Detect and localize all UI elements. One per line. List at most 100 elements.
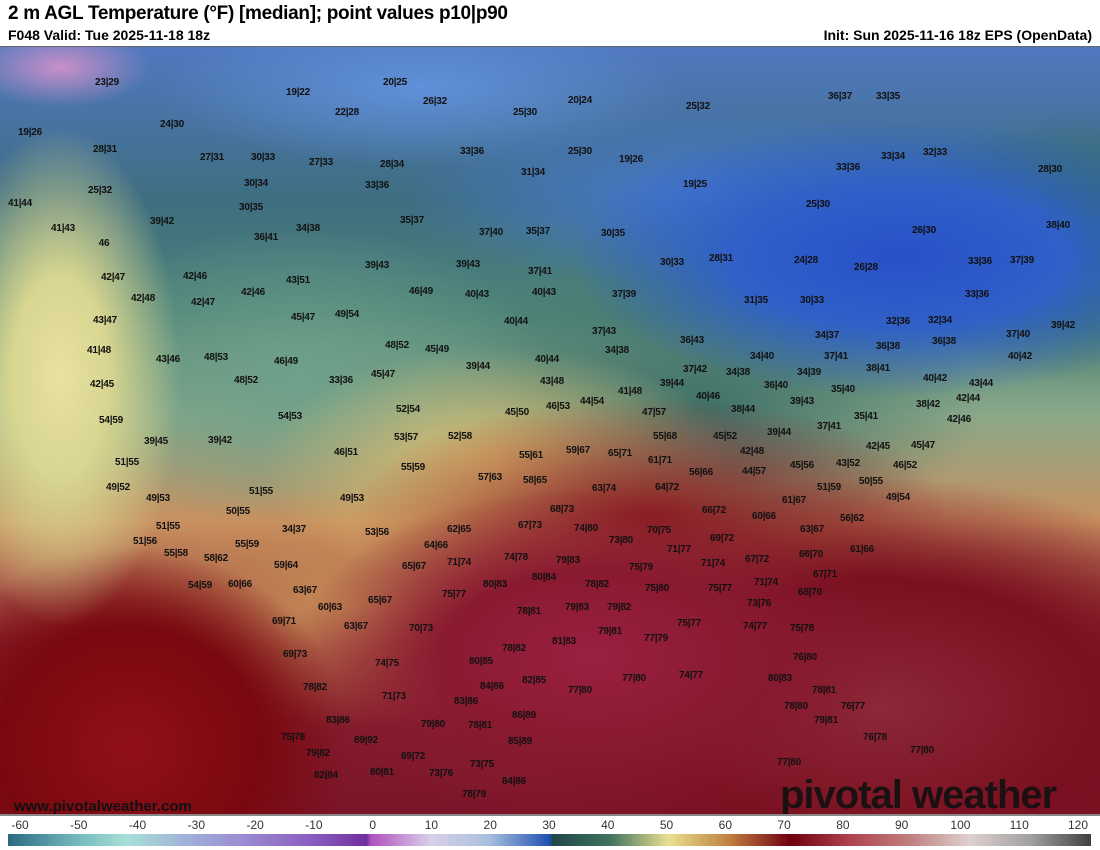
point-value-label: 39|43 <box>789 396 815 407</box>
point-value-label: 39|45 <box>143 436 169 447</box>
point-value-label: 62|65 <box>446 524 472 535</box>
point-value-label: 42|48 <box>130 293 156 304</box>
point-value-label: 35|37 <box>525 226 551 237</box>
point-value-label: 45|52 <box>712 431 738 442</box>
colorbar-tick-label: 30 <box>542 818 556 832</box>
point-value-label: 34|37 <box>814 330 840 341</box>
point-value-label: 37|39 <box>1009 255 1035 266</box>
point-value-label: 40|44 <box>534 354 560 365</box>
point-value-label: 33|36 <box>964 289 990 300</box>
point-value-label: 79|81 <box>597 626 623 637</box>
point-value-label: 48|53 <box>203 352 229 363</box>
point-value-label: 63|67 <box>343 621 369 632</box>
point-value-label: 43|48 <box>539 376 565 387</box>
point-value-label: 69|72 <box>709 533 735 544</box>
point-value-label: 25|30 <box>512 107 538 118</box>
point-value-label: 30|33 <box>799 295 825 306</box>
point-value-label: 51|55 <box>248 486 274 497</box>
colorbar-tick-label: -10 <box>305 818 323 832</box>
colorbar-tick-label: 20 <box>483 818 497 832</box>
colorbar-tick-label: 60 <box>718 818 733 832</box>
point-value-label: 33|36 <box>364 180 390 191</box>
point-value-label: 40|43 <box>464 289 490 300</box>
point-value-label: 25|30 <box>567 146 593 157</box>
point-value-label: 66|72 <box>701 505 727 516</box>
point-value-label: 79|82 <box>606 602 632 613</box>
colorbar-tick-label: 80 <box>836 818 850 832</box>
point-value-label: 22|28 <box>334 107 360 118</box>
temperature-colorbar <box>8 834 1091 846</box>
point-value-label: 73|76 <box>746 598 772 609</box>
point-value-label: 40|46 <box>695 391 721 402</box>
point-value-label: 39|43 <box>455 259 481 270</box>
point-value-label: 37|40 <box>478 227 504 238</box>
colorbar-tick-label: -50 <box>70 818 88 832</box>
point-value-label: 33|36 <box>835 162 861 173</box>
point-value-label: 30|33 <box>659 257 685 268</box>
point-value-label: 70|73 <box>408 623 434 634</box>
colorbar-ticks: -60 -50 -40 -30 -20 -10 0 10 20 30 40 50 60 70 80 90 100… <box>0 818 1100 832</box>
point-value-label: 75|80 <box>644 583 670 594</box>
point-value-label: 75|79 <box>628 562 654 573</box>
point-value-label: 83|86 <box>325 715 351 726</box>
point-value-label: 55|59 <box>234 539 260 550</box>
point-value-label: 49|54 <box>334 309 360 320</box>
point-value-label: 80|83 <box>767 673 793 684</box>
colorbar-tick-label: -60 <box>11 818 29 832</box>
point-value-label: 51|55 <box>114 457 140 468</box>
point-value-label: 36|43 <box>679 335 705 346</box>
point-value-label: 46|52 <box>892 460 918 471</box>
point-value-label: 30|33 <box>250 152 276 163</box>
point-value-label: 78|81 <box>467 720 493 731</box>
point-value-label: 79|80 <box>420 719 446 730</box>
point-value-label: 52|54 <box>395 404 421 415</box>
point-value-label: 71|74 <box>446 557 472 568</box>
point-value-label: 39|43 <box>364 260 390 271</box>
point-value-label: 60|63 <box>317 602 343 613</box>
point-value-label: 40|42 <box>922 373 948 384</box>
point-value-label: 50|55 <box>858 476 884 487</box>
point-value-label: 42|46 <box>240 287 266 298</box>
point-value-label: 34|40 <box>749 351 775 362</box>
website-link[interactable]: www.pivotalweather.com <box>14 798 192 815</box>
point-value-label: 56|62 <box>839 513 865 524</box>
point-value-label: 54|59 <box>187 580 213 591</box>
colorbar-tick-label: 40 <box>601 818 615 832</box>
point-value-label: 76|78 <box>862 732 888 743</box>
point-value-label: 32|36 <box>885 316 911 327</box>
point-value-label: 61|71 <box>647 455 673 466</box>
point-value-label: 39|44 <box>465 361 491 372</box>
colorbar-tick-label: -40 <box>128 818 147 832</box>
point-value-label: 33|36 <box>459 146 485 157</box>
point-value-label: 54|53 <box>277 411 303 422</box>
point-value-label: 47|57 <box>641 407 667 418</box>
point-value-label: 31|34 <box>520 167 546 178</box>
point-value-label: 33|36 <box>328 375 354 386</box>
point-value-label: 33|34 <box>880 151 906 162</box>
point-value-label: 36|41 <box>253 232 279 243</box>
point-value-label: 30|34 <box>243 178 269 189</box>
point-value-label: 38|40 <box>1045 220 1071 231</box>
point-value-label: 86|89 <box>511 710 537 721</box>
valid-time: F048 Valid: Tue 2025-11-18 18z <box>8 27 211 43</box>
point-value-label: 77|80 <box>776 757 802 768</box>
point-value-label: 60|66 <box>227 579 253 590</box>
point-value-label: 67|71 <box>812 569 838 580</box>
point-value-label: 37|40 <box>1005 329 1031 340</box>
point-value-label: 45|47 <box>370 369 396 380</box>
point-value-label: 75|77 <box>707 583 733 594</box>
colorbar-tick-label: 120 <box>1067 818 1089 832</box>
point-value-label: 68|70 <box>797 587 823 598</box>
point-value-label: 32|33 <box>922 147 948 158</box>
point-value-label: 39|44 <box>659 378 685 389</box>
point-value-label: 40|44 <box>503 316 529 327</box>
point-value-label: 77|80 <box>567 685 593 696</box>
point-value-label: 71|74 <box>753 577 779 588</box>
point-value-label: 26|30 <box>911 225 937 236</box>
point-value-label: 78|81 <box>516 606 542 617</box>
point-value-label: 45|50 <box>504 407 530 418</box>
point-value-label: 80|83 <box>482 579 508 590</box>
temperature-map[interactable]: www.pivotalweather.com pivotal weather 2… <box>0 46 1100 816</box>
point-value-label: 75|77 <box>676 618 702 629</box>
point-value-label: 80|81 <box>369 767 395 778</box>
